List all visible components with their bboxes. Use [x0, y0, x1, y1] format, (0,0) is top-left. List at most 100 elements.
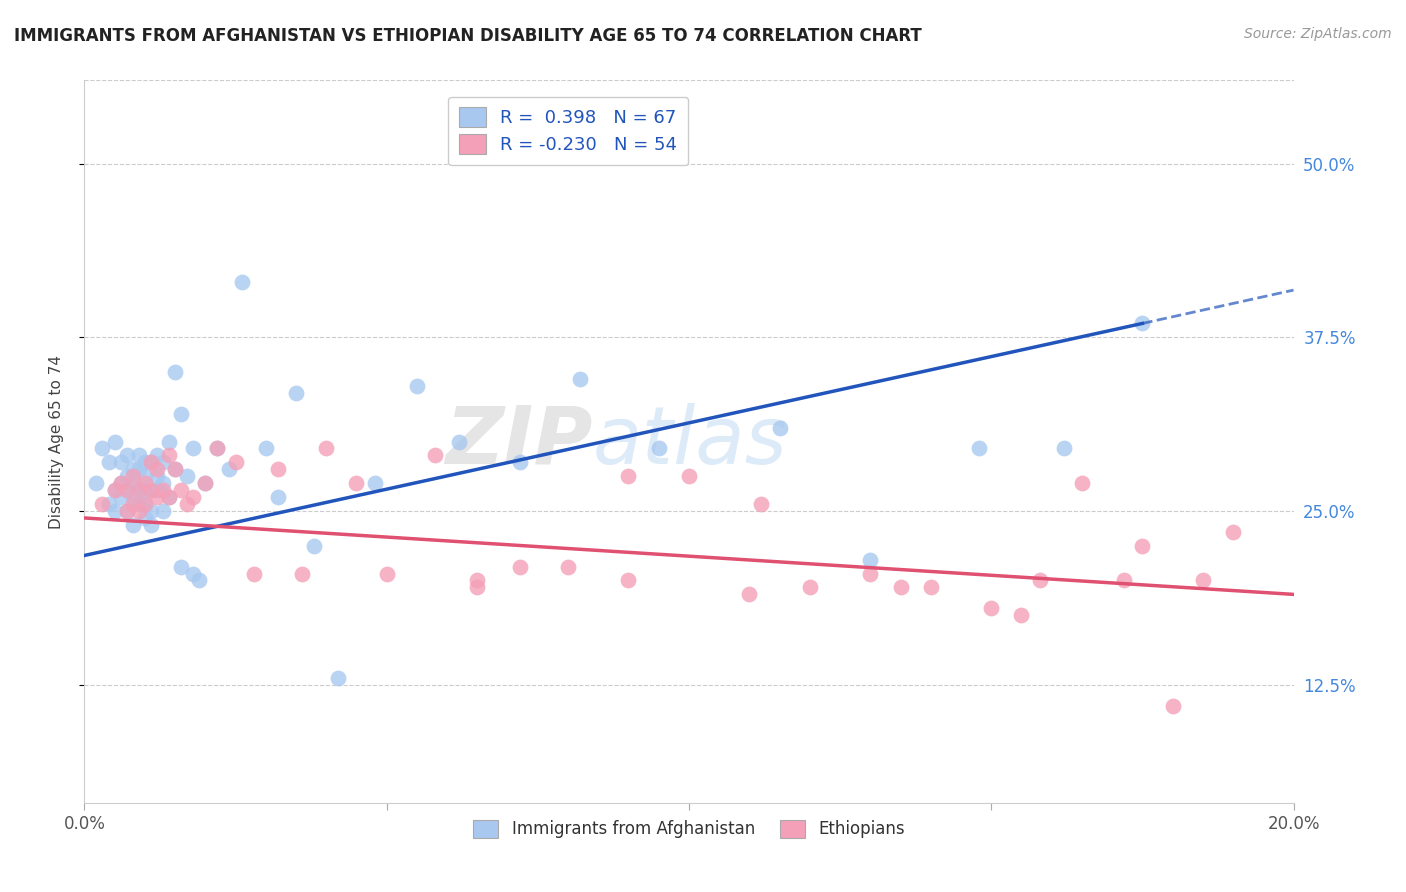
Text: atlas: atlas	[592, 402, 787, 481]
Point	[1161, 698, 1184, 713]
Point	[139, 517, 162, 532]
Point	[139, 455, 162, 469]
Point	[1053, 442, 1076, 456]
Point	[406, 379, 429, 393]
Point	[157, 434, 180, 449]
Point	[134, 511, 156, 525]
Point	[194, 476, 217, 491]
Point	[97, 455, 120, 469]
Point	[128, 462, 150, 476]
Point	[363, 476, 385, 491]
Point	[152, 455, 174, 469]
Point	[267, 462, 290, 476]
Y-axis label: Disability Age 65 to 74: Disability Age 65 to 74	[49, 354, 63, 529]
Point	[134, 455, 156, 469]
Legend: Immigrants from Afghanistan, Ethiopians: Immigrants from Afghanistan, Ethiopians	[467, 813, 911, 845]
Point	[509, 559, 531, 574]
Point	[152, 483, 174, 498]
Point	[110, 476, 132, 491]
Point	[97, 497, 120, 511]
Text: Source: ZipAtlas.com: Source: ZipAtlas.com	[1244, 27, 1392, 41]
Point	[157, 490, 180, 504]
Point	[375, 566, 398, 581]
Point	[194, 476, 217, 491]
Point	[134, 476, 156, 491]
Point	[188, 574, 211, 588]
Point	[139, 483, 162, 498]
Point	[91, 497, 114, 511]
Point	[121, 497, 143, 511]
Point	[115, 483, 138, 498]
Point	[121, 469, 143, 483]
Point	[1114, 574, 1136, 588]
Point	[121, 490, 143, 504]
Point	[121, 476, 143, 491]
Point	[967, 442, 990, 456]
Point	[170, 483, 193, 498]
Point	[467, 574, 489, 588]
Point	[617, 469, 640, 483]
Point	[139, 483, 162, 498]
Point	[1028, 574, 1050, 588]
Point	[110, 455, 132, 469]
Point	[146, 469, 169, 483]
Point	[104, 504, 127, 518]
Point	[799, 581, 821, 595]
Point	[285, 385, 308, 400]
Point	[121, 462, 143, 476]
Point	[134, 469, 156, 483]
Point	[134, 497, 156, 511]
Point	[115, 504, 138, 518]
Point	[134, 497, 156, 511]
Point	[1222, 524, 1244, 539]
Point	[557, 559, 579, 574]
Point	[146, 462, 169, 476]
Point	[104, 483, 127, 498]
Point	[242, 566, 264, 581]
Point	[115, 483, 138, 498]
Point	[346, 476, 368, 491]
Point	[920, 581, 942, 595]
Point	[115, 469, 138, 483]
Point	[267, 490, 290, 504]
Point	[769, 420, 792, 434]
Point	[509, 455, 531, 469]
Point	[1071, 476, 1094, 491]
Point	[152, 504, 174, 518]
Point	[1130, 317, 1153, 331]
Point	[115, 504, 138, 518]
Point	[231, 275, 253, 289]
Point	[86, 476, 108, 491]
Point	[181, 490, 204, 504]
Point	[302, 539, 325, 553]
Point	[104, 434, 127, 449]
Point	[104, 483, 127, 498]
Point	[449, 434, 471, 449]
Point	[165, 462, 187, 476]
Point	[1130, 539, 1153, 553]
Point	[207, 442, 229, 456]
Point	[738, 587, 761, 601]
Point	[254, 442, 277, 456]
Point	[218, 462, 240, 476]
Point	[423, 449, 446, 463]
Point	[859, 552, 882, 566]
Point	[134, 483, 156, 498]
Point	[1192, 574, 1215, 588]
Point	[648, 442, 671, 456]
Point	[467, 581, 489, 595]
Point	[315, 442, 337, 456]
Point	[152, 476, 174, 491]
Point	[146, 483, 169, 498]
Point	[678, 469, 700, 483]
Point	[617, 574, 640, 588]
Point	[181, 566, 204, 581]
Point	[176, 497, 198, 511]
Point	[176, 469, 198, 483]
Point	[181, 442, 204, 456]
Point	[165, 462, 187, 476]
Point	[115, 449, 138, 463]
Point	[139, 504, 162, 518]
Point	[139, 455, 162, 469]
Point	[146, 490, 169, 504]
